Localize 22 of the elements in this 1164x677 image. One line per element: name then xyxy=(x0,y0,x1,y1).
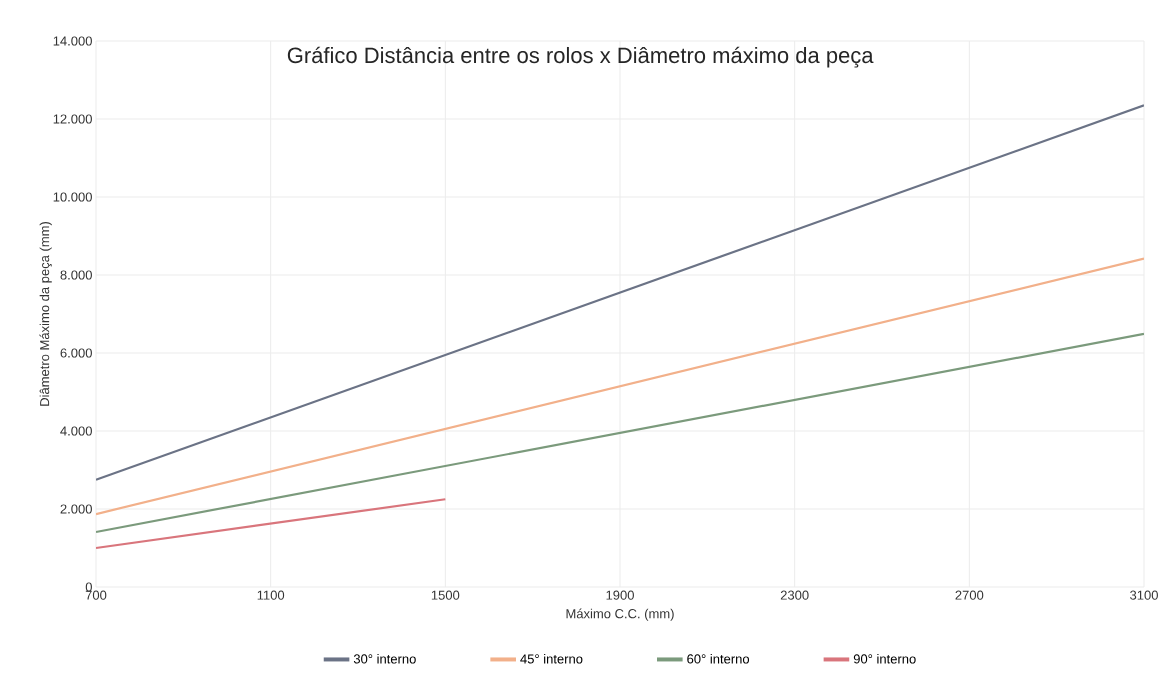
x-tick-label: 1900 xyxy=(606,590,634,600)
y-tick-label: 0 xyxy=(85,582,92,592)
legend-label: 45° interno xyxy=(520,653,583,664)
y-axis-title: Diâmetro Máximo da peça (mm) xyxy=(39,222,52,406)
legend-label: 30° interno xyxy=(353,653,416,664)
chart-title: Gráfico Distância entre os rolos x Diâmetro máximo da peça xyxy=(287,46,874,68)
legend-label: 60° interno xyxy=(687,653,750,664)
y-tick-label: 14.000 xyxy=(53,36,92,46)
y-tick-label: 2.000 xyxy=(60,504,92,514)
x-tick-label: 3100 xyxy=(1130,590,1158,600)
legend-label: 90° interno xyxy=(853,653,916,664)
y-tick-label: 6.000 xyxy=(60,348,92,358)
x-tick-label: 1100 xyxy=(257,590,285,600)
y-tick-label: 4.000 xyxy=(60,426,92,436)
x-tick-label: 1500 xyxy=(431,590,460,600)
x-axis-title: Máximo C.C. (mm) xyxy=(566,608,674,621)
x-tick-label: 2300 xyxy=(780,590,809,600)
y-tick-label: 10.000 xyxy=(53,192,92,202)
x-tick-label: 700 xyxy=(85,590,107,600)
x-tick-label: 2700 xyxy=(955,590,984,600)
y-tick-label: 8.000 xyxy=(60,270,92,280)
y-tick-label: 12.000 xyxy=(53,114,92,124)
